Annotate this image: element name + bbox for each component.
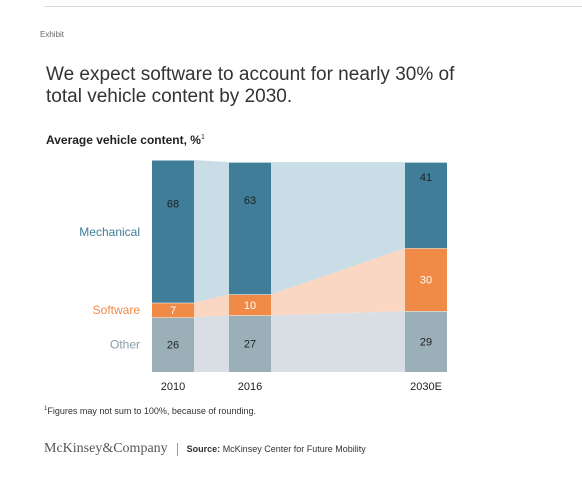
data-label-mechanical-2030e: 41 <box>420 172 432 184</box>
bar-other-2030e <box>405 311 447 372</box>
chart-headline: We expect software to account for nearly… <box>46 64 455 107</box>
x-tick-label-2010: 2010 <box>161 381 185 393</box>
chart-subtitle: Average vehicle content, %1 <box>46 133 205 147</box>
series-label-other: Other <box>110 338 140 352</box>
footer-separator <box>176 442 178 456</box>
x-tick-label-2016: 2016 <box>238 381 262 393</box>
source-label: Source: <box>186 444 221 454</box>
data-label-other-2016: 27 <box>244 339 256 351</box>
footnote-mark: 1 <box>44 406 48 412</box>
bar-software-2010 <box>152 302 194 318</box>
bar-software-2016 <box>229 294 271 316</box>
connector-other-1 <box>271 311 405 372</box>
series-label-mechanical: Mechanical <box>79 225 140 239</box>
data-label-other-2010: 26 <box>167 340 179 352</box>
footnote: 1Figures may not sum to 100%, because of… <box>44 406 256 416</box>
bar-mechanical-2030e <box>405 162 447 249</box>
subtitle-footnote-mark: 1 <box>200 134 205 141</box>
connector-software-0 <box>194 294 229 318</box>
footnote-text: Figures may not sum to 100%, because of … <box>47 406 256 416</box>
bar-software-2030e <box>405 248 447 312</box>
connector-software-1 <box>271 248 405 316</box>
bar-mechanical-2016 <box>229 162 271 295</box>
data-label-mechanical-2010: 68 <box>167 198 179 210</box>
top-rule <box>44 6 582 7</box>
connector-other-0 <box>194 315 229 372</box>
footer: McKinsey&Company Source: McKinsey Center… <box>44 441 366 457</box>
data-label-other-2030e: 29 <box>420 337 432 349</box>
connector-mechanical-0 <box>194 160 229 303</box>
mckinsey-logo: McKinsey&Company <box>44 441 168 456</box>
data-label-software-2016: 10 <box>244 300 256 312</box>
data-label-software-2010: 7 <box>170 305 176 317</box>
bar-other-2010 <box>152 317 194 372</box>
exhibit-label: Exhibit <box>40 30 65 39</box>
source-text: McKinsey Center for Future Mobility <box>222 444 366 454</box>
connector-mechanical-1 <box>271 162 405 295</box>
data-label-mechanical-2016: 63 <box>244 195 256 207</box>
source-note: Source: McKinsey Center for Future Mobil… <box>187 444 366 454</box>
bar-mechanical-2010 <box>152 160 194 303</box>
x-tick-label-2030e: 2030E <box>410 381 442 393</box>
series-label-software: Software <box>93 303 141 317</box>
subtitle-text: Average vehicle content, % <box>46 133 201 147</box>
bar-other-2016 <box>229 315 271 372</box>
data-label-software-2030e: 30 <box>420 275 432 287</box>
